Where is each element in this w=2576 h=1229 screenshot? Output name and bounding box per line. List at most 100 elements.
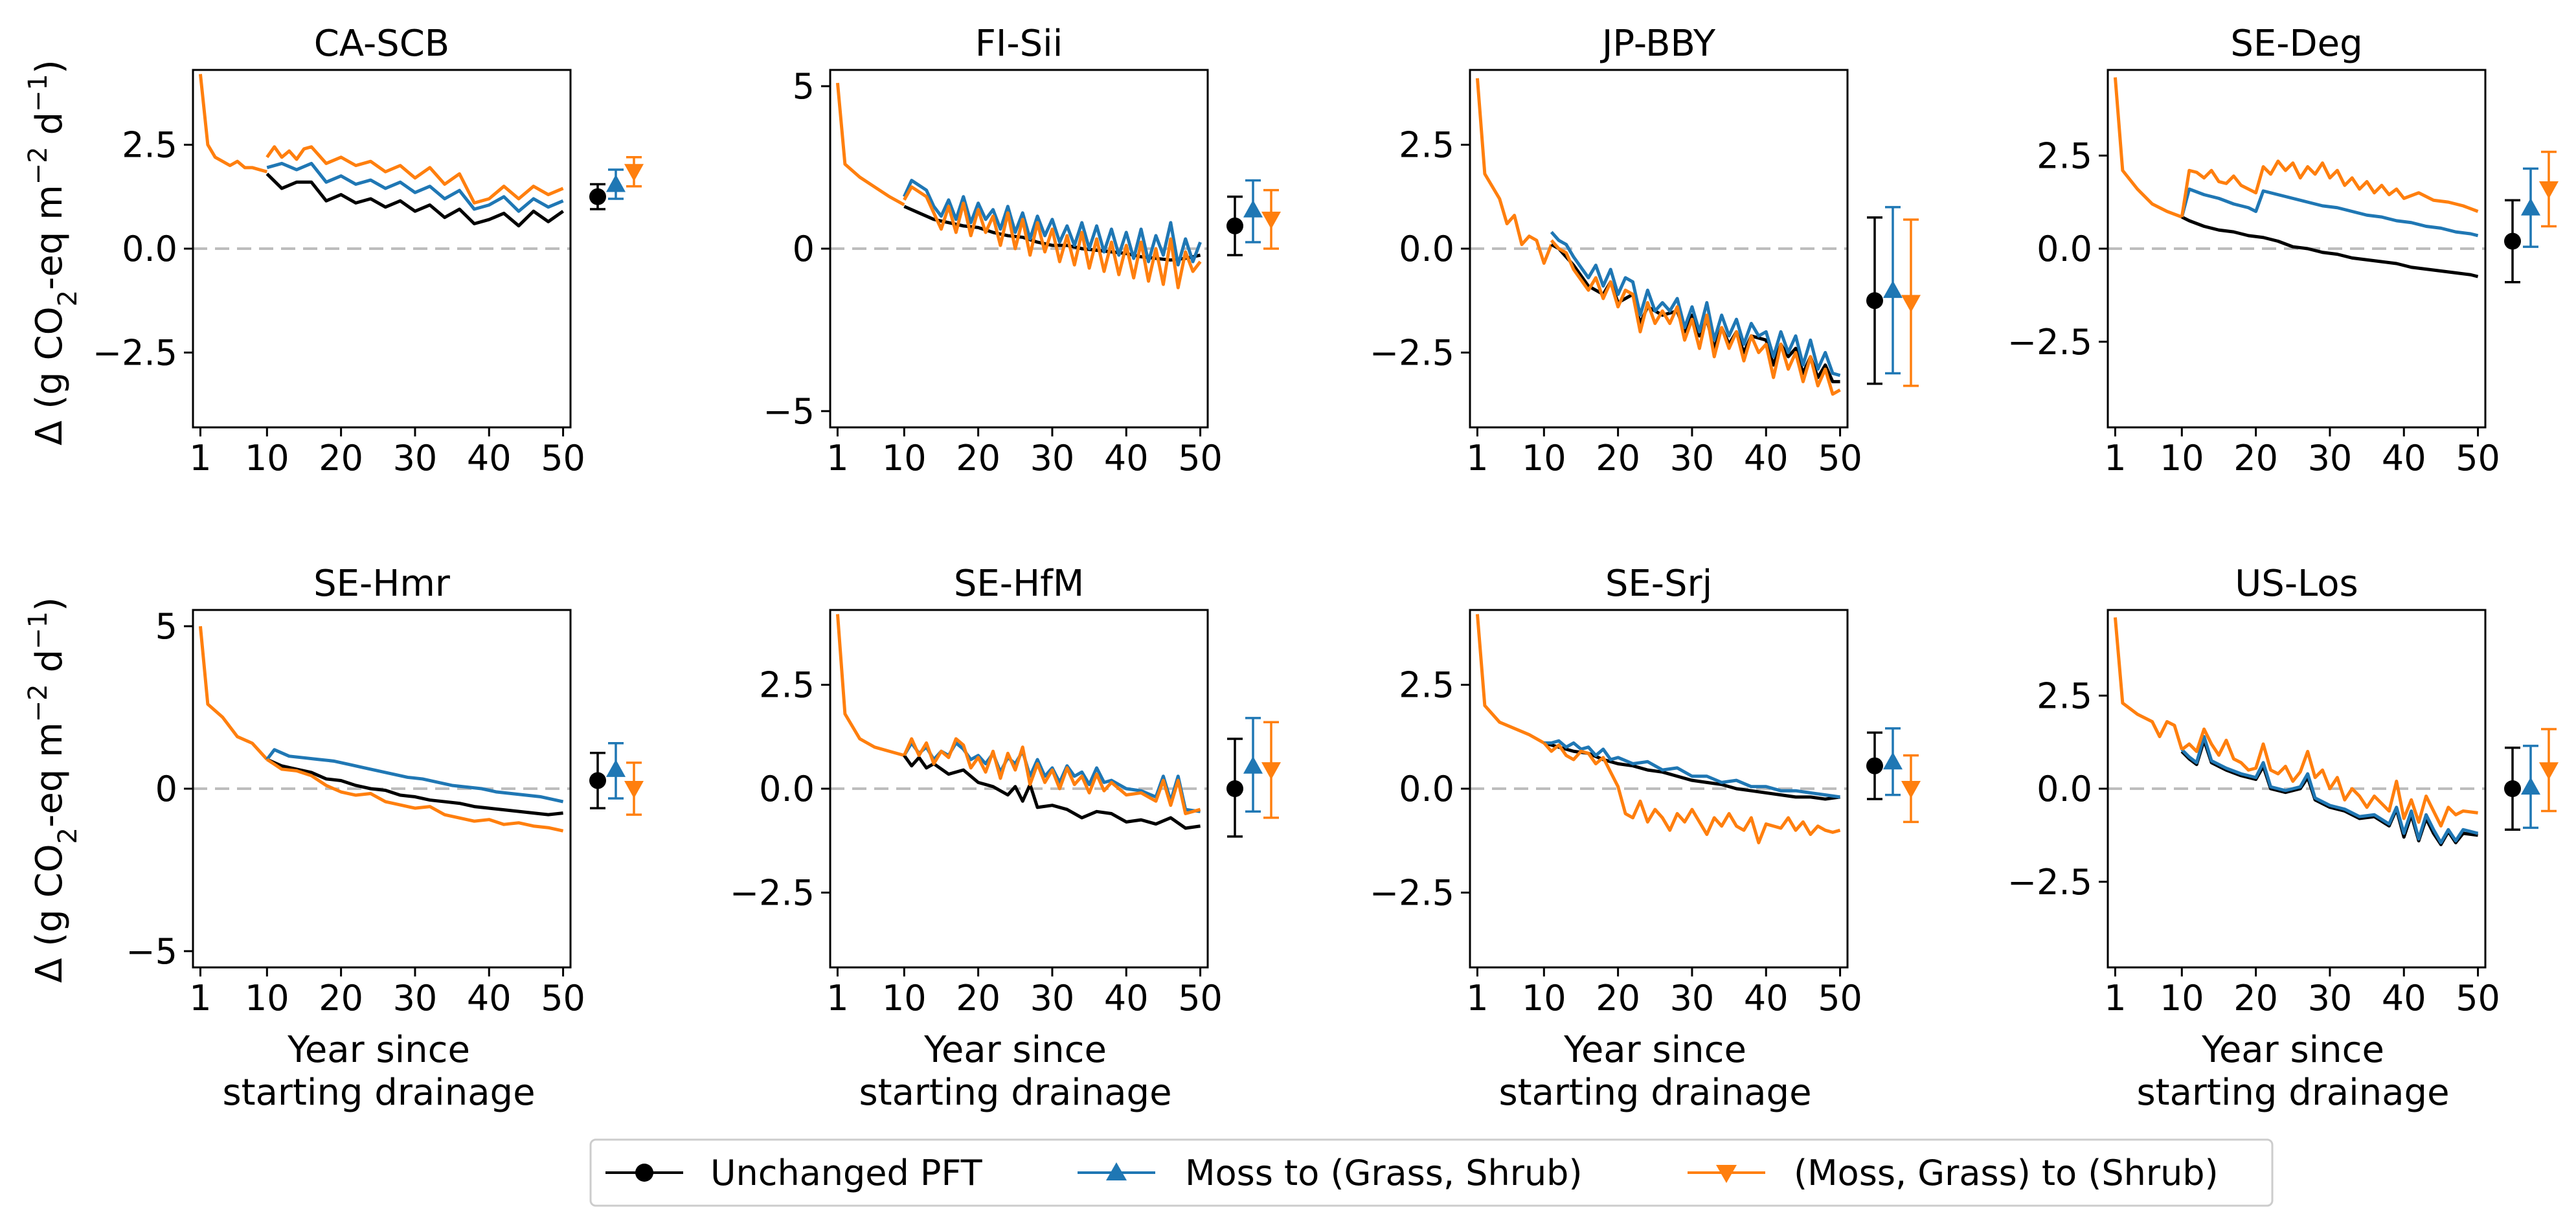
y-tick-label: 0.0 [2037, 229, 2092, 269]
x-tick-label: 10 [2160, 438, 2204, 479]
x-tick-label: 10 [1522, 438, 1566, 479]
mean-circle-marker-icon [1866, 757, 1883, 774]
y-tick-label: 0.0 [1399, 769, 1454, 809]
mean-triangle-up-marker-icon [1243, 199, 1263, 218]
series-line-3 [2180, 727, 2478, 828]
xlabel-line1: Year since [923, 1029, 1107, 1071]
series-line-1 [2180, 738, 2478, 846]
x-tick-label: 10 [882, 438, 927, 479]
y-tick-label: 0 [793, 229, 815, 269]
y-tick-label: 2.5 [2037, 135, 2092, 176]
legend-triangle-up-marker-icon [1106, 1162, 1127, 1180]
legend-circle-marker-icon [635, 1164, 653, 1182]
xlabel-line2: starting drainage [222, 1072, 535, 1114]
xlabel-line1: Year since [1563, 1029, 1746, 1071]
panel-title: SE-HfM [954, 563, 1084, 605]
mean-triangle-down-marker-icon [2539, 181, 2559, 199]
x-tick-label: 40 [467, 978, 512, 1019]
legend-label-unchanged: Unchanged PFT [710, 1153, 983, 1193]
series-line-3 [2180, 159, 2479, 218]
x-tick-label: 40 [2382, 438, 2426, 479]
mean-triangle-down-marker-icon [1901, 295, 1921, 313]
series-line-2 [2180, 735, 2479, 844]
series-line-2 [2180, 187, 2479, 238]
x-tick-label: 1 [1466, 978, 1488, 1019]
ylabel-sub2: 2 [53, 828, 83, 844]
x-tick-label: 1 [189, 438, 211, 479]
mean-triangle-up-marker-icon [1883, 752, 1903, 770]
x-tick-label: 1 [2104, 978, 2126, 1019]
xlabel-line1: Year since [2201, 1029, 2384, 1071]
x-tick-label: 20 [956, 438, 1000, 479]
x-axis-label-col4: Year since starting drainage [2136, 1029, 2449, 1114]
x-tick-label: 20 [2233, 978, 2278, 1019]
mean-circle-marker-icon [1226, 217, 1243, 234]
x-tick-label: 1 [2104, 438, 2126, 479]
y-tick-label: 2.5 [2037, 675, 2092, 716]
y-tick-label: −2.5 [2007, 862, 2092, 903]
x-tick-label: 1 [189, 978, 211, 1019]
x-tick-label: 40 [1104, 978, 1149, 1019]
mean-circle-marker-icon [2504, 780, 2521, 797]
mean-triangle-down-marker-icon [1261, 211, 1281, 229]
x-tick-label: 10 [245, 438, 289, 479]
x-tick-label: 40 [467, 438, 512, 479]
y-tick-label: 2.5 [1399, 125, 1454, 166]
x-tick-label: 50 [2456, 438, 2500, 479]
panel-se-deg: SE-Deg 1 10 20 30 40 50 2.5 0.0 −2.5 [2007, 23, 2559, 479]
y-tick-label: 0.0 [759, 769, 815, 809]
shared-start-line [198, 74, 267, 174]
y-tick-label: 5 [155, 606, 177, 647]
x-tick-label: 20 [1596, 438, 1640, 479]
x-axis-label-col1: Year since starting drainage [222, 1029, 535, 1114]
shared-start-line [1475, 78, 1554, 265]
x-tick-label: 30 [1670, 438, 1715, 479]
panel-se-hfm: SE-HfM 1 10 20 30 40 50 2.5 0.0 −2.5 [730, 563, 1281, 1019]
panel-us-los: US-Los 1 10 20 30 40 50 2.5 0.0 −2.5 [2007, 563, 2559, 1019]
mean-triangle-down-marker-icon [2539, 762, 2559, 780]
x-tick-label: 40 [1744, 978, 1789, 1019]
panel-title: US-Los [2235, 563, 2358, 605]
y-axis-label-top: Δ (g CO2-eq m−2 d−1) [23, 60, 83, 445]
y-tick-label: 0.0 [122, 229, 177, 269]
panel-title: SE-Deg [2230, 23, 2362, 65]
y-tick-label: 2.5 [759, 665, 815, 706]
shared-start-line [835, 82, 905, 207]
panel-title: FI-Sii [975, 23, 1063, 65]
x-tick-label: 10 [2160, 978, 2204, 1019]
xlabel-line1: Year since [287, 1029, 470, 1071]
x-tick-label: 40 [2382, 978, 2426, 1019]
ylabel-d: d [28, 649, 71, 684]
panel-title: JP-BBY [1600, 23, 1716, 65]
series-line-3 [266, 145, 564, 205]
series-line-1 [266, 758, 563, 817]
y-tick-label: −2.5 [93, 332, 177, 373]
series-line-2 [266, 161, 564, 213]
y-tick-label: −2.5 [730, 872, 815, 913]
x-axis-label-col3: Year since starting drainage [1498, 1029, 1811, 1114]
mean-triangle-up-marker-icon [1883, 280, 1903, 299]
ylabel-mid: -eq m [28, 185, 71, 290]
xlabel-line2: starting drainage [2136, 1072, 2449, 1114]
shared-start-line [2113, 617, 2184, 750]
legend: Unchanged PFT Moss to (Grass, Shrub) (Mo… [589, 1138, 2274, 1207]
legend-label-shrub: (Moss, Grass) to (Shrub) [1794, 1153, 2219, 1193]
x-tick-label: 30 [2308, 978, 2353, 1019]
mean-circle-marker-icon [589, 188, 606, 205]
ylabel-d: d [28, 112, 71, 146]
shared-start-line [1475, 614, 1545, 745]
ylabel-suffix: ) [28, 60, 71, 74]
y-tick-label: 0 [155, 769, 177, 809]
mean-circle-marker-icon [589, 772, 606, 789]
ylabel-prefix: Δ (g CO [28, 306, 71, 445]
x-tick-label: 10 [245, 978, 289, 1019]
x-tick-label: 20 [2233, 438, 2278, 479]
y-tick-label: −5 [126, 931, 177, 972]
x-tick-label: 10 [1522, 978, 1566, 1019]
panel-title: CA-SCB [314, 23, 449, 65]
panel-se-srj: SE-Srj 1 10 20 30 40 50 2.5 0.0 −2.5 [1370, 563, 1921, 1019]
